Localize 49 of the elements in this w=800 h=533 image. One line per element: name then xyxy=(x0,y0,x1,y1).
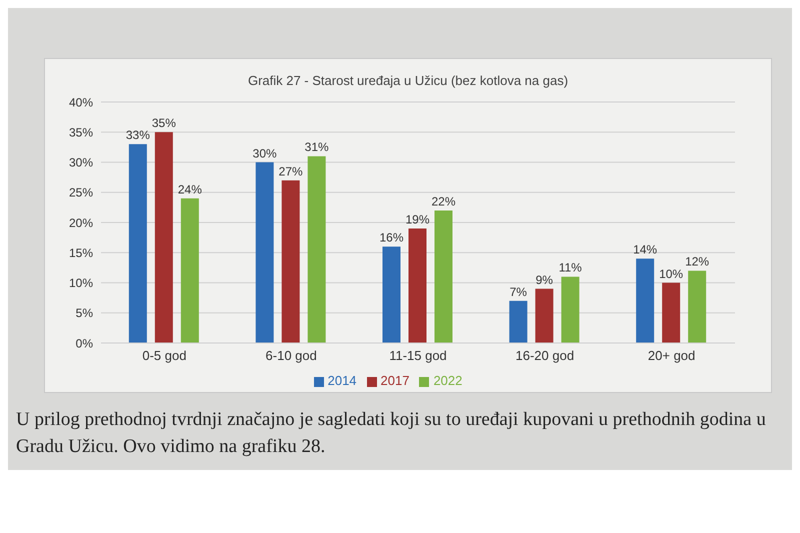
data-label: 9% xyxy=(536,272,554,287)
bar xyxy=(509,300,528,343)
y-tick-label: 10% xyxy=(68,276,94,290)
data-label: 11% xyxy=(558,260,582,275)
bar xyxy=(180,198,199,343)
y-tick-label: 25% xyxy=(68,186,94,200)
y-tick-label: 30% xyxy=(68,156,94,170)
bar xyxy=(535,288,554,343)
data-label: 35% xyxy=(152,116,176,130)
x-tick-label: 16-20 god xyxy=(516,348,574,364)
text: U prilog prethodnoj tvrdnji značajno je sagledati koji su to uređaji kupovani u prethodnih godina u Gradu Užicu. Ovo vidimo na grafiku 28. xyxy=(16,408,767,459)
x-tick-label: 6-10 god xyxy=(266,348,317,364)
x-tick-label: 0-5 god xyxy=(142,348,186,364)
bar xyxy=(308,156,326,343)
chart-title: Grafik 27 - Starost uređaja u Užicu (bez kotlova na gas) xyxy=(246,73,570,88)
data-label: 12% xyxy=(685,254,710,269)
legend-label: 2014 xyxy=(328,373,357,388)
data-label: 33% xyxy=(126,128,150,142)
bar xyxy=(282,180,300,343)
bar xyxy=(128,144,147,343)
x-tick-label: 11-15 god xyxy=(389,348,447,364)
data-label: 24% xyxy=(178,182,202,196)
x-tick-label: 20+ god xyxy=(648,348,696,364)
data-label: 22% xyxy=(431,194,456,208)
y-tick-label: 20% xyxy=(68,216,94,230)
bar xyxy=(408,228,426,343)
legend-label: 2022 xyxy=(433,373,462,388)
bar xyxy=(256,162,274,343)
data-label: 31% xyxy=(304,140,330,154)
y-tick-label: 5% xyxy=(76,306,94,320)
legend-label: 2017 xyxy=(380,373,410,388)
y-tick-label: 35% xyxy=(68,125,94,140)
bar xyxy=(688,270,706,343)
data-label: 7% xyxy=(510,284,528,299)
bar xyxy=(382,246,400,343)
bar xyxy=(636,258,654,343)
data-label: 30% xyxy=(252,146,278,160)
bar xyxy=(434,210,452,343)
y-tick-label: 0% xyxy=(76,336,94,350)
y-tick-label: 40% xyxy=(68,95,94,110)
data-label: 27% xyxy=(278,164,304,178)
bar xyxy=(561,276,580,343)
y-tick-label: 15% xyxy=(68,246,94,260)
data-label: 10% xyxy=(659,266,684,281)
data-label: 14% xyxy=(633,242,658,257)
data-label: 19% xyxy=(405,212,430,227)
data-label: 16% xyxy=(379,230,404,245)
bar xyxy=(154,132,173,343)
bar xyxy=(662,282,680,343)
